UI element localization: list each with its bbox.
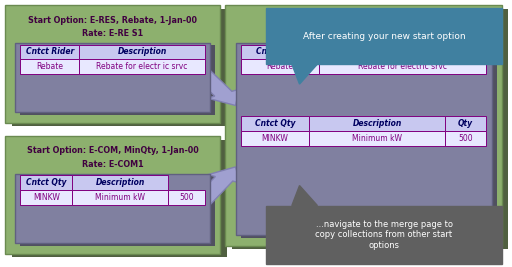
FancyBboxPatch shape [225, 5, 502, 246]
Bar [319, 45, 486, 59]
FancyBboxPatch shape [20, 45, 215, 115]
FancyBboxPatch shape [15, 174, 210, 243]
Bar [79, 59, 205, 74]
Bar [319, 59, 486, 74]
Bar [444, 131, 486, 146]
Text: Cntct Qty: Cntct Qty [255, 119, 295, 128]
Text: Start Option: E-COM, MinQty, 1-Jan-00: Start Option: E-COM, MinQty, 1-Jan-00 [27, 146, 199, 155]
Bar [241, 131, 309, 146]
FancyBboxPatch shape [20, 176, 215, 246]
Text: 500: 500 [458, 134, 473, 143]
Text: Cntct Rider: Cntct Rider [26, 48, 74, 56]
Bar [79, 45, 205, 59]
FancyArrow shape [194, 71, 239, 105]
Text: Description: Description [352, 119, 401, 128]
FancyBboxPatch shape [15, 43, 210, 112]
FancyBboxPatch shape [12, 140, 227, 257]
Bar [309, 131, 444, 146]
Text: Minimum kW: Minimum kW [95, 193, 145, 202]
Bar [20, 175, 72, 190]
Text: Description: Description [118, 48, 167, 56]
Text: After creating your new start option: After creating your new start option [303, 32, 465, 41]
Text: MINKW: MINKW [262, 134, 288, 143]
Text: Description: Description [378, 48, 428, 56]
FancyBboxPatch shape [266, 206, 502, 264]
Bar [20, 190, 72, 205]
Text: MINKW: MINKW [33, 193, 60, 202]
FancyBboxPatch shape [5, 5, 220, 123]
Polygon shape [292, 64, 317, 84]
Text: Start Option: E-RES, Rebate, 1-Jan-00: Start Option: E-RES, Rebate, 1-Jan-00 [28, 15, 197, 25]
FancyArrow shape [194, 167, 240, 204]
Bar [241, 59, 319, 74]
Text: Start Option: E-TRNS, RebMinQ, 1-Jan-02: Start Option: E-TRNS, RebMinQ, 1-Jan-02 [272, 15, 455, 25]
Bar [444, 116, 486, 131]
Text: Rebate: Rebate [266, 62, 293, 71]
FancyBboxPatch shape [232, 9, 508, 249]
Text: Rate: E-RE S1: Rate: E-RE S1 [82, 29, 143, 38]
Bar [309, 116, 444, 131]
Bar [20, 45, 79, 59]
Text: Rate: E-TRNS1: Rate: E-TRNS1 [331, 29, 396, 38]
Text: Rebate for electr ic srvc: Rebate for electr ic srvc [96, 62, 188, 71]
Text: 500: 500 [179, 193, 194, 202]
Text: Cntct Qty: Cntct Qty [26, 178, 67, 187]
Bar [72, 190, 168, 205]
FancyBboxPatch shape [5, 136, 220, 254]
Bar [168, 190, 205, 205]
Bar [241, 116, 309, 131]
Text: Rate: E-COM1: Rate: E-COM1 [82, 160, 143, 169]
Polygon shape [292, 186, 317, 206]
FancyBboxPatch shape [236, 43, 492, 235]
Text: Cntct Rider: Cntct Rider [256, 48, 304, 56]
Text: Minimum kW: Minimum kW [352, 134, 402, 143]
FancyBboxPatch shape [241, 45, 497, 238]
Text: Description: Description [95, 178, 144, 187]
Text: Rebate for electric srvc: Rebate for electric srvc [358, 62, 447, 71]
Text: Rebate: Rebate [36, 62, 63, 71]
FancyBboxPatch shape [12, 9, 227, 126]
Text: ...navigate to the merge page to
copy collections from other start
options: ...navigate to the merge page to copy co… [315, 220, 453, 250]
Bar [72, 175, 168, 190]
Text: Qty: Qty [458, 119, 473, 128]
Bar [241, 45, 319, 59]
Bar [20, 59, 79, 74]
FancyBboxPatch shape [266, 8, 502, 64]
